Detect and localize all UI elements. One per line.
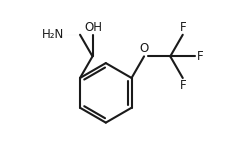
Text: F: F	[197, 50, 203, 63]
Text: H₂N: H₂N	[42, 28, 64, 41]
Text: F: F	[180, 21, 186, 34]
Text: OH: OH	[84, 21, 102, 34]
Text: O: O	[140, 42, 149, 55]
Text: F: F	[180, 79, 186, 92]
